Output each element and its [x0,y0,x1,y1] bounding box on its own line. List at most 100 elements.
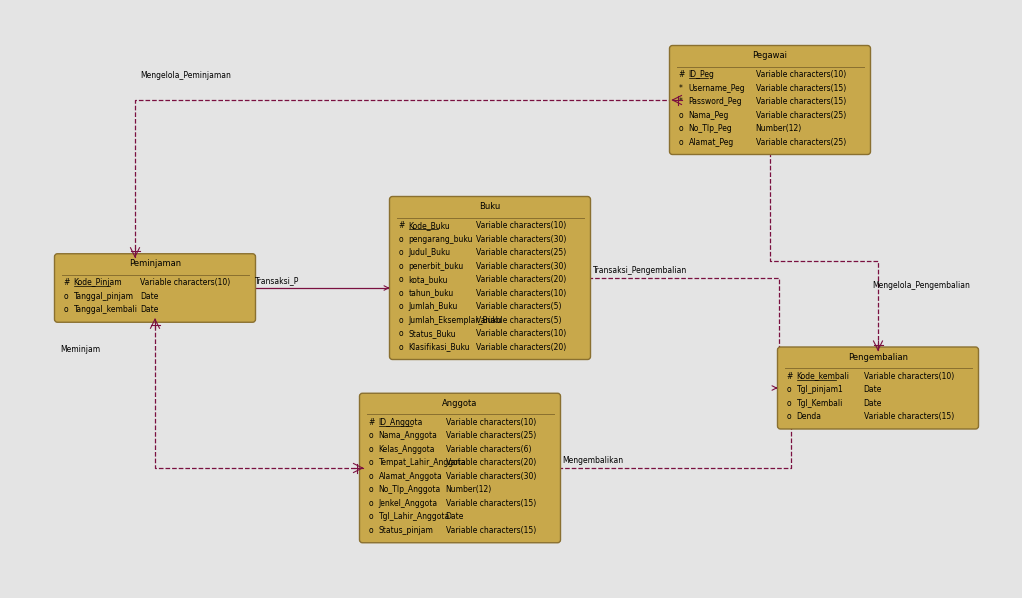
Text: Variable characters(10): Variable characters(10) [755,70,846,79]
Text: Variable characters(20): Variable characters(20) [475,275,566,284]
Text: Date: Date [140,306,158,315]
Text: Variable characters(20): Variable characters(20) [475,343,566,352]
Text: Variable characters(15): Variable characters(15) [446,499,536,508]
Text: Tgl_Kembali: Tgl_Kembali [796,399,843,408]
Text: tahun_buku: tahun_buku [409,289,454,298]
Text: o: o [399,343,403,352]
Text: o: o [399,261,403,271]
Text: Peminjaman: Peminjaman [129,260,181,269]
Text: Status_Buku: Status_Buku [409,329,456,338]
Text: *: * [679,97,683,106]
Text: Tgl_Lahir_Anggota: Tgl_Lahir_Anggota [378,512,450,521]
Text: Number(12): Number(12) [755,124,801,133]
Text: #: # [679,70,685,79]
Text: Username_Peg: Username_Peg [689,84,745,93]
Text: #: # [63,278,69,288]
Text: Pegawai: Pegawai [752,51,788,60]
Text: Variable characters(5): Variable characters(5) [475,302,561,311]
Text: Variable characters(6): Variable characters(6) [446,445,531,454]
Text: o: o [63,306,68,315]
Text: Kode_Buku: Kode_Buku [409,221,451,230]
Text: Jumlah_Eksemplar_Buku: Jumlah_Eksemplar_Buku [409,316,502,325]
Text: o: o [399,302,403,311]
Text: Tgl_pinjam1: Tgl_pinjam1 [796,385,843,394]
Text: Judul_Buku: Judul_Buku [409,248,451,257]
Text: o: o [679,138,683,147]
Text: Variable characters(15): Variable characters(15) [755,84,846,93]
Text: Nama_Peg: Nama_Peg [689,111,729,120]
Text: o: o [369,486,373,495]
Text: o: o [369,458,373,468]
Text: No_Tlp_Peg: No_Tlp_Peg [689,124,732,133]
FancyBboxPatch shape [389,197,591,359]
Text: kota_buku: kota_buku [409,275,448,284]
Text: Variable characters(25): Variable characters(25) [755,138,846,147]
Text: o: o [679,111,683,120]
Text: Kode_kembali: Kode_kembali [796,371,849,380]
Text: o: o [399,329,403,338]
Text: Status_pinjam: Status_pinjam [378,526,433,535]
Text: o: o [787,412,791,421]
Text: Nama_Anggota: Nama_Anggota [378,431,437,440]
Text: o: o [399,316,403,325]
Text: o: o [369,472,373,481]
Text: Mengembalikan: Mengembalikan [562,456,623,465]
Text: Variable characters(30): Variable characters(30) [446,472,536,481]
Text: o: o [369,499,373,508]
Text: #: # [369,418,375,427]
Text: o: o [63,292,68,301]
Text: Jumlah_Buku: Jumlah_Buku [409,302,458,311]
Text: Alamat_Peg: Alamat_Peg [689,138,734,147]
Text: o: o [369,445,373,454]
Text: o: o [787,399,791,408]
Text: Variable characters(30): Variable characters(30) [475,261,566,271]
Text: *: * [679,84,683,93]
Text: Klasifikasi_Buku: Klasifikasi_Buku [409,343,470,352]
Text: o: o [399,248,403,257]
Text: o: o [399,234,403,243]
Text: o: o [399,289,403,298]
Text: Meminjam: Meminjam [60,345,100,354]
Text: Password_Peg: Password_Peg [689,97,742,106]
Text: Variable characters(10): Variable characters(10) [475,221,566,230]
Text: Variable characters(10): Variable characters(10) [446,418,536,427]
Text: Number(12): Number(12) [446,486,492,495]
FancyBboxPatch shape [669,45,871,154]
Text: Transaksi_P: Transaksi_P [254,276,298,285]
Text: ID_Peg: ID_Peg [689,70,714,79]
Text: Kelas_Anggota: Kelas_Anggota [378,445,435,454]
Text: Pengembalian: Pengembalian [848,352,908,362]
Text: Tanggal_kembali: Tanggal_kembali [74,306,138,315]
Text: No_Tlp_Anggota: No_Tlp_Anggota [378,486,440,495]
Text: Alamat_Anggota: Alamat_Anggota [378,472,443,481]
FancyBboxPatch shape [54,254,256,322]
Text: Kode_Pinjam: Kode_Pinjam [74,278,122,288]
Text: Denda: Denda [796,412,822,421]
Text: Variable characters(15): Variable characters(15) [446,526,536,535]
Text: Mengelola_Peminjaman: Mengelola_Peminjaman [140,71,231,80]
Text: Date: Date [864,399,882,408]
Text: #: # [787,371,793,380]
Text: o: o [369,526,373,535]
Text: Variable characters(15): Variable characters(15) [864,412,954,421]
FancyBboxPatch shape [778,347,978,429]
Text: Anggota: Anggota [443,399,477,408]
Text: Tempat_Lahir_Anggota: Tempat_Lahir_Anggota [378,458,466,468]
Text: Variable characters(10): Variable characters(10) [475,289,566,298]
Text: Mengelola_Pengembalian: Mengelola_Pengembalian [873,280,970,289]
Text: Jenkel_Anggota: Jenkel_Anggota [378,499,437,508]
Text: Variable characters(5): Variable characters(5) [475,316,561,325]
FancyBboxPatch shape [360,393,560,543]
Text: o: o [679,124,683,133]
Text: o: o [369,431,373,440]
Text: Date: Date [864,385,882,394]
Text: #: # [399,221,405,230]
Text: Tanggal_pinjam: Tanggal_pinjam [74,292,134,301]
Text: penerbit_buku: penerbit_buku [409,261,464,271]
Text: Buku: Buku [479,202,501,211]
Text: Variable characters(10): Variable characters(10) [475,329,566,338]
Text: Variable characters(10): Variable characters(10) [864,371,954,380]
Text: ID_Anggota: ID_Anggota [378,418,423,427]
Text: Variable characters(25): Variable characters(25) [446,431,536,440]
Text: o: o [399,275,403,284]
